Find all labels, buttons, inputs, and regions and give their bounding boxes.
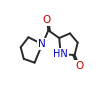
Text: HN: HN <box>53 49 68 59</box>
Text: O: O <box>43 15 51 25</box>
Text: N: N <box>38 39 46 49</box>
Text: O: O <box>75 61 83 71</box>
